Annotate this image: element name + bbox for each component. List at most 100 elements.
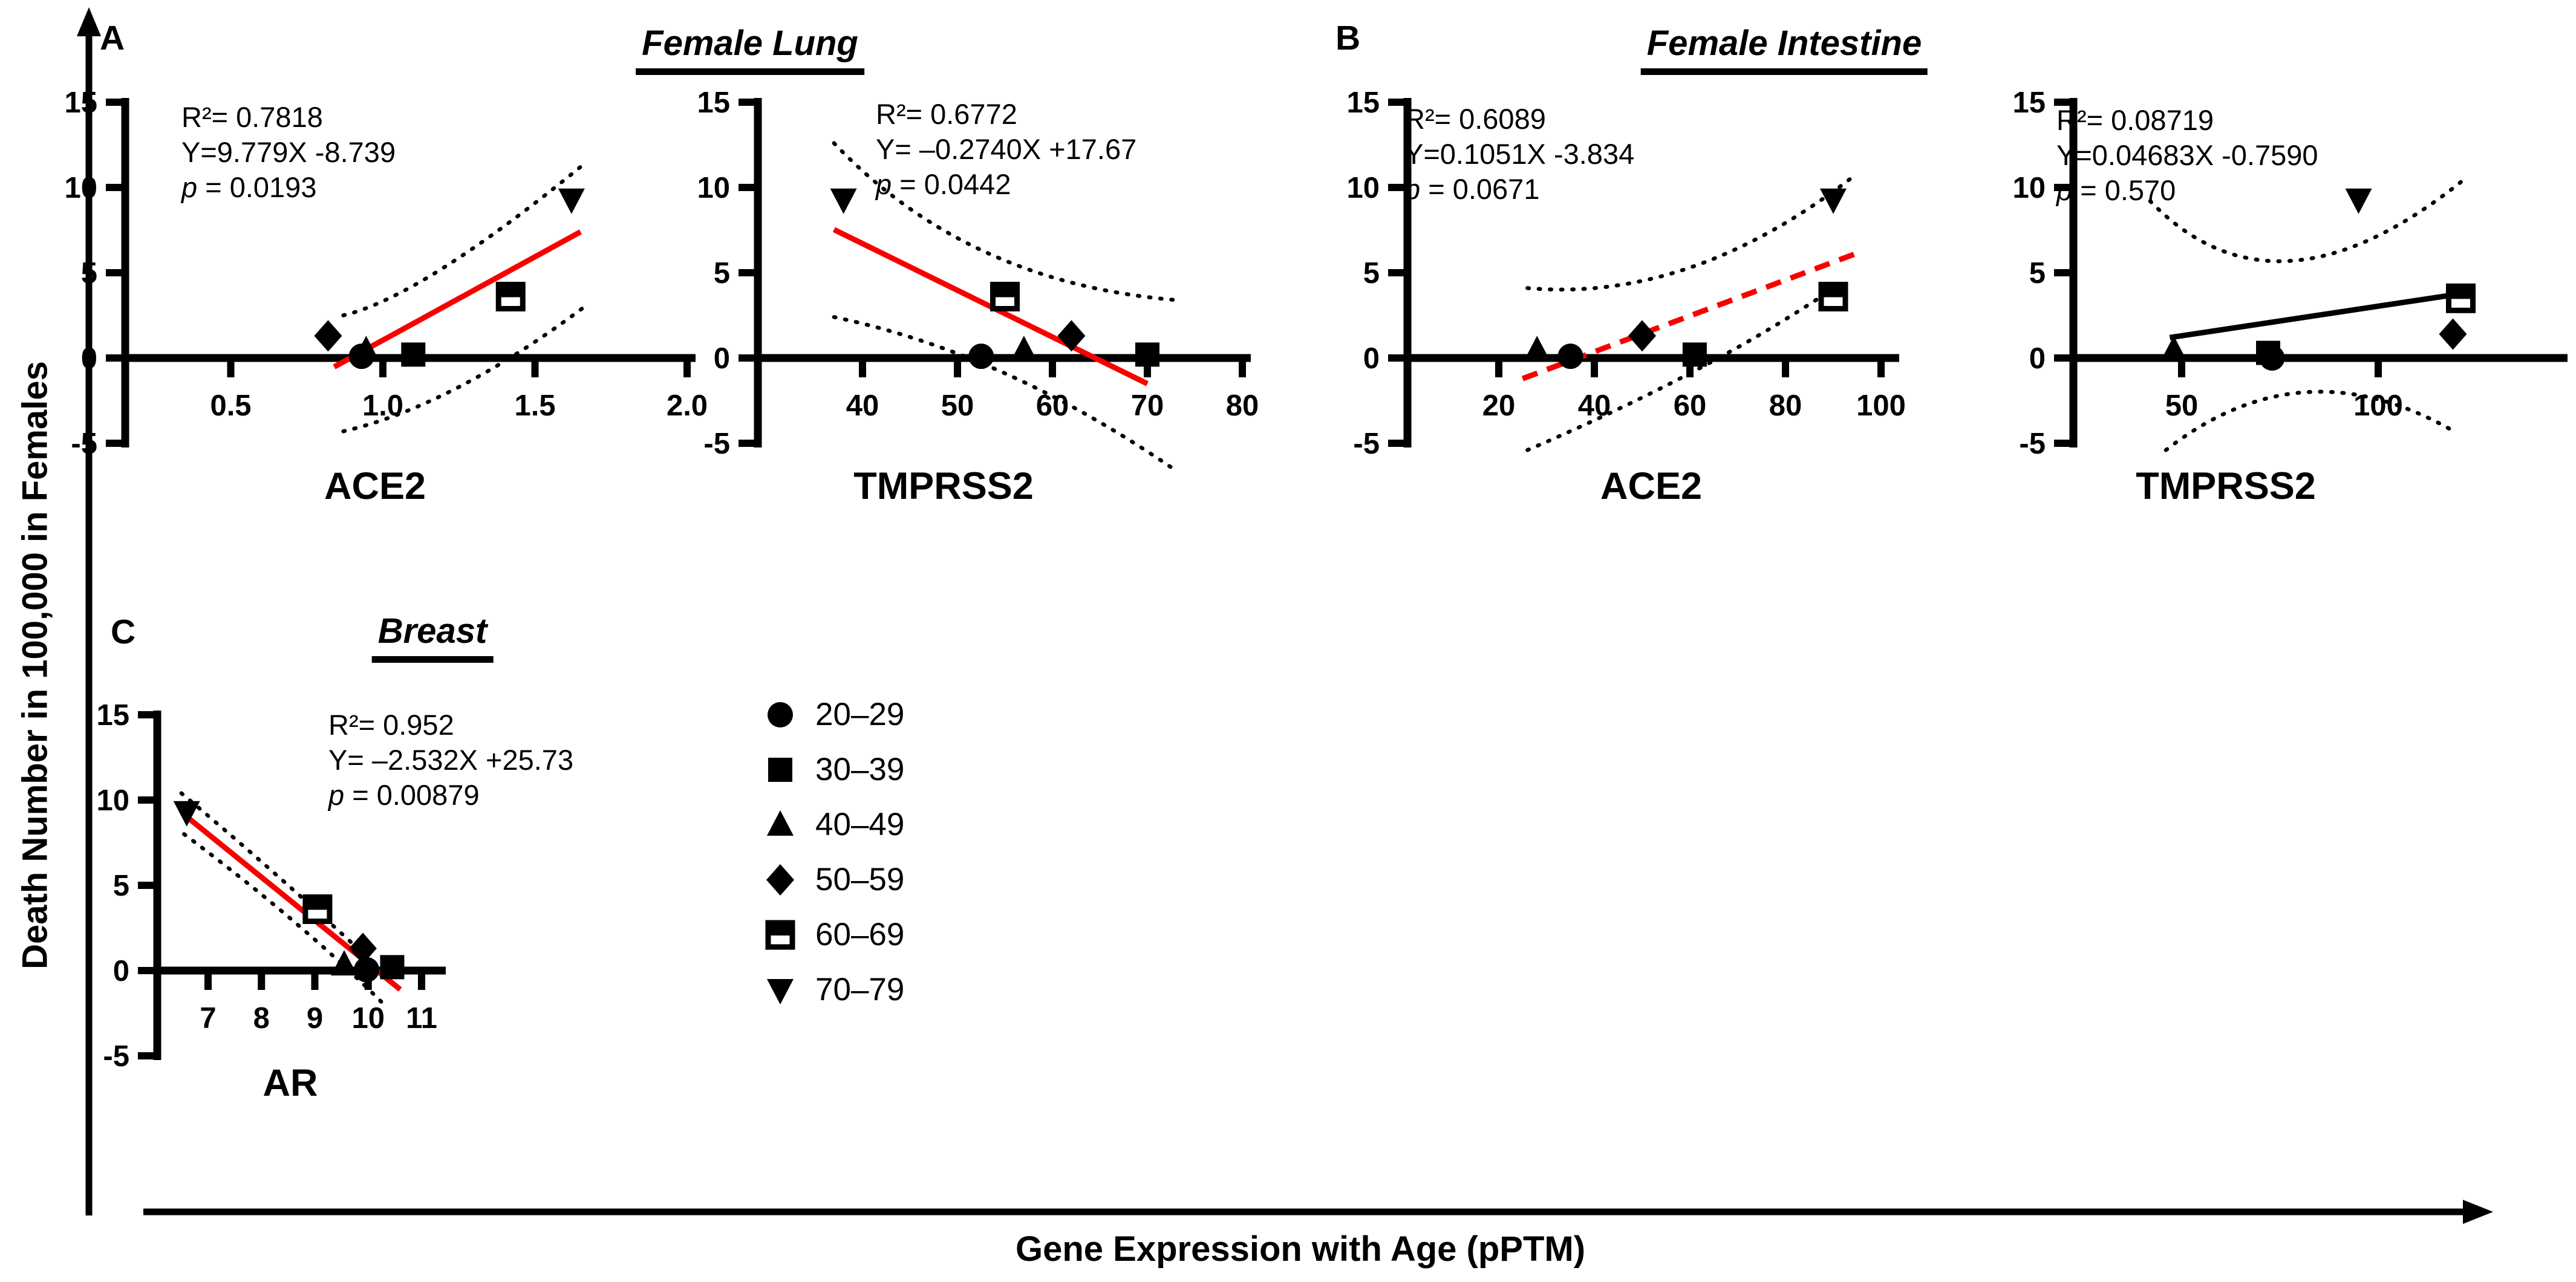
square-marker-icon [380, 955, 405, 980]
y-tick-label: -5 [703, 428, 730, 460]
legend-item: 60–69 [763, 907, 904, 962]
r2-value: R²= 0.952 [328, 709, 454, 741]
circle-marker-icon [968, 343, 994, 369]
confidence-band-upper [2148, 177, 2467, 264]
x-tick-label: 20 [1482, 389, 1516, 422]
triangle-up-marker-icon [331, 950, 358, 976]
panel-letter-c: C [111, 613, 136, 651]
legend-item: 20–29 [763, 687, 904, 742]
legend-item: 50–59 [763, 852, 904, 907]
confidence-band-upper [832, 141, 1178, 302]
y-tick-label: 5 [113, 870, 129, 902]
square-marker-icon [768, 757, 792, 782]
regression-line [2169, 290, 2465, 340]
circle-legend-icon [768, 701, 793, 727]
x-axis-arrowhead-icon [2463, 1200, 2493, 1224]
triangle-down-marker-icon [173, 801, 200, 827]
legend-label: 30–39 [815, 752, 905, 787]
gene-label: ACE2 [324, 465, 426, 507]
x-tick-label: 0.5 [210, 389, 251, 422]
p-value: p = 0.570 [2056, 174, 2176, 206]
diamond-marker-icon [766, 864, 794, 896]
circle-marker-icon [768, 701, 793, 727]
confidence-band-lower [832, 315, 1178, 473]
diamond-marker-icon [314, 320, 342, 352]
y-tick-label: 10 [96, 784, 129, 817]
half-square-top-icon [497, 283, 524, 298]
triangle-up-legend-icon [767, 810, 794, 836]
diamond-marker-icon [348, 932, 377, 965]
square-half-legend-icon [765, 920, 795, 949]
x-axis-label: Gene Expression with Age (pPTM) [1015, 1229, 1586, 1269]
triangle-down-marker-icon [767, 978, 794, 1004]
y-tick-label: 15 [96, 699, 129, 732]
legend-item: 30–39 [763, 742, 904, 797]
confidence-band-lower [1525, 293, 1826, 452]
y-tick-label: 10 [697, 172, 730, 204]
x-tick-label: 50 [2165, 389, 2199, 422]
x-tick-label: 1.0 [362, 389, 403, 422]
stats-a-tmprss2: R²= 0.6772 Y= –0.2740X +17.67 p = 0.0442 [876, 97, 1136, 202]
gene-label: TMPRSS2 [2136, 465, 2316, 507]
legend-label: 20–29 [815, 697, 905, 732]
confidence-band-lower [341, 303, 589, 434]
square-legend-icon [768, 757, 792, 782]
title-female-lung: Female Lung [636, 23, 864, 75]
stats-b-tmprss2: R²= 0.08719 Y=0.04683X -0.7590 p = 0.570 [2056, 103, 2318, 208]
x-tick-label: 100 [1856, 389, 1906, 422]
triangle-up-marker-icon [353, 336, 380, 362]
half-square-top-icon [991, 283, 1019, 298]
triangle-down-marker-icon [1820, 188, 1847, 214]
y-tick-label: 10 [2012, 172, 2046, 204]
half-square-top-icon [2447, 285, 2474, 299]
y-tick-label: 15 [64, 86, 97, 119]
square-marker-icon [1135, 342, 1159, 367]
square-marker-icon [1682, 342, 1707, 367]
y-tick-label: 5 [2029, 257, 2046, 290]
x-tick-label: 11 [406, 1002, 437, 1035]
y-tick-label: 0 [714, 342, 730, 375]
triangle-up-marker-icon [1010, 336, 1037, 362]
panel-letter-b: B [1335, 19, 1361, 57]
x-tick-label: 10 [351, 1002, 385, 1035]
p-value: p = 0.0671 [1404, 173, 1540, 205]
legend-label: 60–69 [815, 917, 905, 952]
panel-c-ar: 15 10 5 0 -5 7 8 9 10 11 AR [96, 699, 446, 1104]
half-square-top-icon [767, 921, 794, 935]
stats-b-ace2: R²= 0.6089 Y=0.1051X -3.834 p = 0.0671 [1404, 102, 1634, 207]
y-tick-label: 5 [1363, 257, 1380, 290]
x-tick-label: 40 [1578, 389, 1611, 422]
stats-c-ar: R²= 0.952 Y= –2.532X +25.73 p = 0.00879 [328, 708, 573, 813]
y-tick-label: 0 [113, 955, 129, 988]
diamond-marker-icon [2439, 318, 2467, 350]
y-tick-label: -5 [1353, 428, 1380, 460]
diamond-marker-icon [1057, 320, 1086, 352]
triangle-down-legend-icon [767, 978, 794, 1004]
r2-value: R²= 0.6089 [1404, 103, 1546, 135]
y-tick-label: 10 [64, 172, 97, 204]
regression-line [333, 229, 582, 369]
gene-label: TMPRSS2 [853, 465, 1034, 507]
age-group-legend: 20–29 30–39 40–49 50–59 60–69 70–79 [763, 687, 904, 1017]
confidence-band-upper [341, 160, 589, 317]
diamond-marker-icon [1628, 320, 1656, 352]
y-tick-label: 15 [2012, 86, 2046, 119]
equation: Y=0.04683X -0.7590 [2056, 139, 2318, 171]
p-value: p = 0.00879 [328, 779, 480, 811]
x-tick-label: 60 [1674, 389, 1707, 422]
stats-a-ace2: R²= 0.7818 Y=9.779X -8.739 p = 0.0193 [181, 100, 396, 205]
x-tick-label: 70 [1131, 389, 1164, 422]
x-tick-label: 2.0 [667, 389, 708, 422]
x-tick-label: 80 [1769, 389, 1802, 422]
equation: Y= –2.532X +25.73 [328, 744, 574, 776]
circle-marker-icon [354, 957, 380, 983]
gene-label: AR [263, 1062, 318, 1104]
y-tick-label: 15 [1346, 86, 1380, 119]
title-breast: Breast [371, 611, 494, 663]
triangle-up-marker-icon [1524, 336, 1551, 362]
confidence-band-upper [1525, 175, 1854, 292]
